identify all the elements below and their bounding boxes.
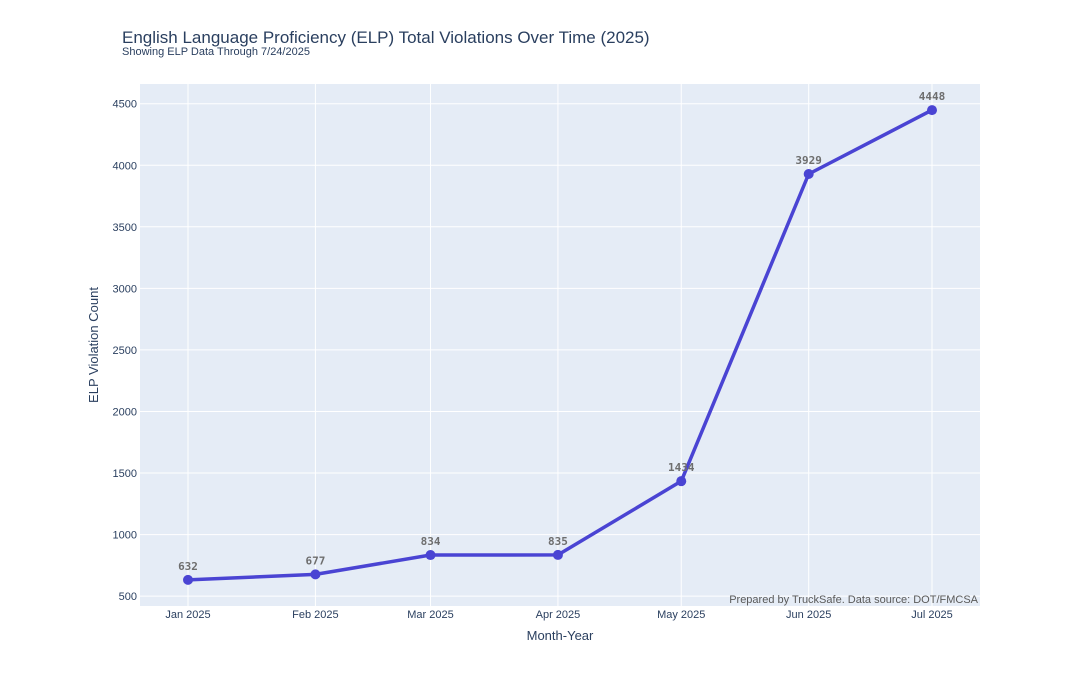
source-annotation: Prepared by TruckSafe. Data source: DOT/… xyxy=(729,594,978,606)
x-tick-label: May 2025 xyxy=(657,609,705,621)
data-label: 4448 xyxy=(919,90,946,103)
y-tick-label: 2000 xyxy=(113,406,137,418)
y-tick-label: 500 xyxy=(119,591,137,603)
data-point xyxy=(803,168,814,179)
x-tick-label: Jun 2025 xyxy=(786,609,831,621)
data-label: 677 xyxy=(305,554,325,567)
data-point xyxy=(676,476,687,487)
data-label: 835 xyxy=(548,535,568,548)
data-point xyxy=(425,550,436,561)
y-tick-label: 1000 xyxy=(113,530,137,542)
y-tick-label: 4000 xyxy=(113,160,137,172)
data-label: 834 xyxy=(421,535,441,548)
y-tick-label: 3500 xyxy=(113,222,137,234)
y-axis-title: ELP Violation Count xyxy=(86,287,101,403)
data-point xyxy=(927,105,937,116)
data-point xyxy=(310,569,321,580)
y-tick-label: 1500 xyxy=(113,468,137,480)
chart-subtitle: Showing ELP Data Through 7/24/2025 xyxy=(122,46,310,58)
x-tick-label: Mar 2025 xyxy=(407,609,453,621)
x-axis-title: Month-Year xyxy=(527,628,594,643)
data-label: 632 xyxy=(178,560,198,573)
x-axis-ticks: Jan 2025 Feb 2025 Mar 2025 Apr 2025 May 2025… xyxy=(165,609,952,621)
y-tick-label: 3000 xyxy=(113,283,137,295)
chart-title: English Language Proficiency (ELP) Total… xyxy=(122,28,650,47)
series-markers xyxy=(183,105,937,585)
y-tick-label: 2500 xyxy=(113,345,137,357)
x-tick-label: Jul 2025 xyxy=(911,609,953,621)
data-labels: 632 677 834 835 1434 3929 4448 xyxy=(178,90,945,573)
plot-area xyxy=(140,84,980,606)
data-point xyxy=(552,549,563,560)
y-axis-ticks: 500 1000 1500 2000 2500 3000 3500 4000 4500 xyxy=(113,99,137,603)
data-point xyxy=(183,574,193,585)
data-label: 1434 xyxy=(668,461,695,474)
data-label: 3929 xyxy=(795,154,822,167)
x-tick-label: Jan 2025 xyxy=(165,609,210,621)
x-tick-label: Feb 2025 xyxy=(292,609,338,621)
y-tick-label: 4500 xyxy=(113,99,137,111)
x-tick-label: Apr 2025 xyxy=(536,609,581,621)
